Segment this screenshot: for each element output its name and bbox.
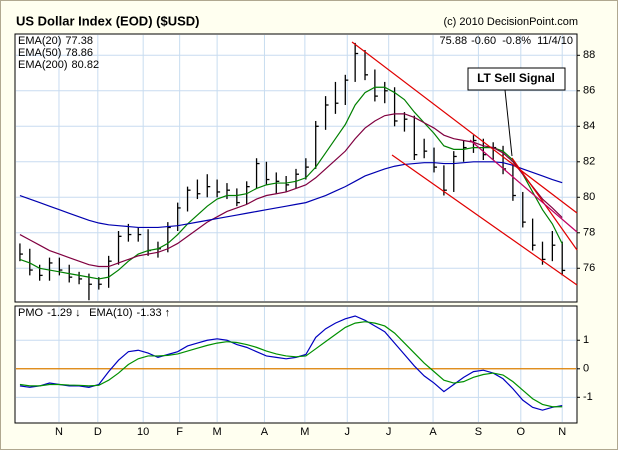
y-tick-label: 80 — [583, 191, 595, 203]
legend-value: 80.82 — [72, 59, 100, 71]
x-tick-label: D — [94, 426, 102, 438]
y-tick-label: 76 — [583, 262, 595, 274]
x-tick-label: J — [345, 426, 351, 438]
legend-name: EMA(20) — [18, 35, 61, 47]
series-line — [19, 86, 563, 280]
legend-name: EMA(200) — [18, 59, 68, 71]
x-tick-label: M — [213, 426, 222, 438]
legend-value: -1.29 — [47, 307, 72, 319]
x-tick-label: O — [517, 426, 526, 438]
y-tick-label: 78 — [583, 227, 595, 239]
quote-change: -0.60 -0.8% 11/4/10 — [471, 35, 573, 47]
legend-value: -1.33 — [137, 307, 162, 319]
x-tick-label: M — [300, 426, 309, 438]
legend-name: EMA(10) — [89, 307, 132, 319]
y-tick-label: 84 — [583, 120, 595, 132]
pmo-panel — [14, 305, 578, 424]
trend-line — [391, 154, 578, 286]
quote-close: 75.88 — [440, 35, 468, 47]
legend-name: PMO — [18, 307, 44, 319]
x-tick-label: A — [429, 426, 437, 438]
chart-title: US Dollar Index (EOD) ($USD) — [16, 13, 199, 28]
y-tick-label: 86 — [583, 85, 595, 97]
legend-value: 77.38 — [65, 35, 93, 47]
x-tick-label: S — [475, 426, 482, 438]
y-tick-label: 82 — [583, 156, 595, 168]
y-tick-label: -1 — [583, 391, 593, 403]
series-line — [19, 321, 563, 408]
y-tick-label: 88 — [583, 49, 595, 61]
annotations: LT Sell Signal — [351, 41, 578, 286]
x-tick-label: 10 — [137, 426, 149, 438]
trend-line — [469, 139, 578, 233]
legend-name: EMA(50) — [18, 47, 61, 59]
legend-arrow: ↓ — [75, 307, 81, 319]
y-tick-label: 0 — [583, 363, 589, 375]
series-line — [19, 315, 563, 411]
arrow — [504, 89, 513, 157]
x-tick-label: N — [558, 426, 566, 438]
x-tick-label: N — [55, 426, 63, 438]
annotation-box — [467, 67, 566, 91]
x-tick-label: A — [261, 426, 269, 438]
annotation: LT Sell Signal — [477, 71, 555, 85]
trend-line — [351, 41, 578, 214]
legend-arrow: ↑ — [165, 307, 171, 319]
series-line — [19, 161, 563, 229]
x-tick-label: J — [386, 426, 392, 438]
y-tick-label: 1 — [583, 334, 589, 346]
legend-value: 78.86 — [65, 47, 93, 59]
x-tick-label: F — [176, 426, 183, 438]
copyright: (c) 2010 DecisionPoint.com — [443, 16, 578, 28]
